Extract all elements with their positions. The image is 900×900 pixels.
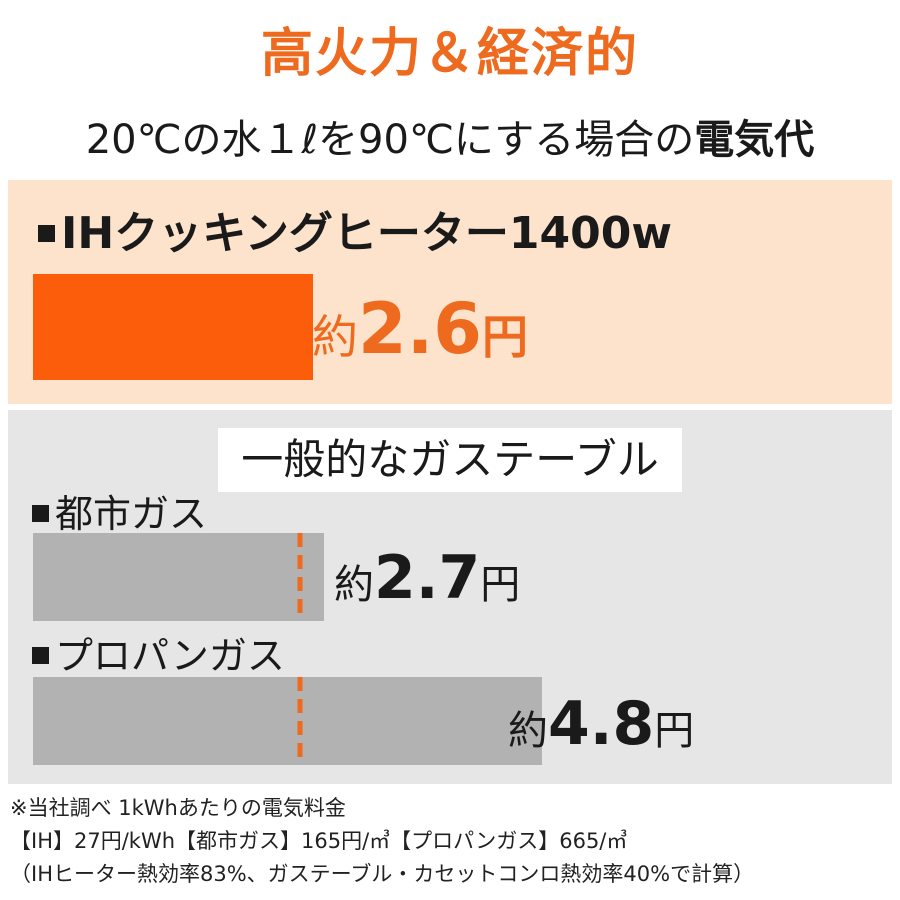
propane-gas-label: プロパンガス [32,632,285,680]
value-unit: 円 [480,562,521,608]
value-number: 4.8 [548,689,655,759]
value-number: 2.6 [358,288,483,370]
footnote-line: 【IH】27円/kWh【都市ガス】165円/㎥【プロパンガス】665/㎥ [10,829,628,853]
footnote-line: （IHヒーター熱効率83%、ガステーブル・カセットコンロ熱効率40%で計算） [10,862,755,886]
value-prefix: 約 [334,562,374,608]
propane-gas-text: プロパンガス [55,634,285,678]
ih-category-text: IHクッキングヒーター1400w [61,208,672,259]
value-unit: 円 [482,310,529,364]
page-subtitle: 20℃の水１ℓを90℃にする場合の電気代 [0,112,900,168]
value-unit: 円 [654,708,695,754]
subtitle-strong: 電気代 [694,117,815,163]
value-prefix: 約 [508,708,548,754]
value-label-propane-gas: 約4.8円 [508,694,694,754]
footnote-line: ※当社調べ 1kWhあたりの電気料金 [10,796,346,820]
ih-category-label: IHクッキングヒーター1400w [38,206,672,262]
value-number: 2.7 [374,543,481,613]
bullet-square-icon [32,647,49,664]
city-gas-label: 都市ガス [32,490,207,538]
footnotes: ※当社調べ 1kWhあたりの電気料金 【IH】27円/kWh【都市ガス】165円… [10,792,754,891]
value-label-city-gas: 約2.7円 [334,548,520,608]
bullet-square-icon [32,505,49,522]
value-prefix: 約 [312,310,358,364]
page-title: 高火力＆経済的 [260,24,639,84]
city-gas-text: 都市ガス [55,492,208,536]
bullet-square-icon [38,224,55,242]
value-label-ih: 約2.6円 [312,294,528,364]
subtitle-main: 20℃の水１ℓを90℃にする場合の [85,117,695,163]
gas-section-header: 一般的なガステーブル [218,428,682,492]
